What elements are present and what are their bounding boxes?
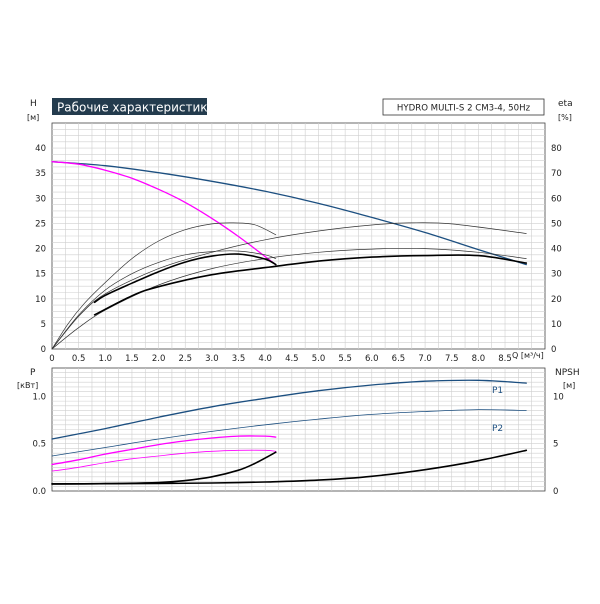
p-axis-label: P: [30, 368, 36, 378]
eta-tick-label: 10: [551, 320, 562, 330]
npsh-axis-label: NPSH: [555, 368, 580, 378]
eta-axis-unit: [%]: [558, 113, 572, 122]
q-tick-label: 5.0: [312, 354, 326, 364]
eta-tick-label: 20: [551, 295, 562, 305]
q-tick-label: 8.0: [472, 354, 486, 364]
h-tick-label: 5: [41, 320, 46, 330]
chart-title: Рабочие характеристики: [57, 101, 215, 115]
npsh-axis-unit: [м]: [563, 381, 575, 390]
q-tick-label: 3.5: [232, 354, 246, 364]
head_efficiency-series-7: [93, 254, 528, 316]
eta-tick-label: 80: [551, 144, 562, 154]
power_npsh-series-0: [51, 379, 527, 440]
q-tick-label: 5.5: [338, 354, 352, 364]
q-tick-label: 8.5: [498, 354, 512, 364]
head_efficiency-series-0: [51, 161, 527, 266]
h-tick-label: 40: [35, 144, 46, 154]
h-tick-label: 0: [41, 345, 46, 355]
p1-label: P1: [492, 386, 503, 396]
q-tick-label: 4.0: [258, 354, 272, 364]
p-axis-unit: [кВт]: [17, 381, 38, 390]
q-tick-label: 2.0: [152, 354, 166, 364]
h-axis-label: H: [30, 99, 37, 109]
model-box: [382, 98, 545, 116]
bottom-grid: [51, 367, 546, 492]
q-tick-label: 7.0: [418, 354, 432, 364]
h-tick-label: 30: [35, 194, 46, 204]
h-tick-label: 25: [35, 219, 46, 229]
p-tick-label: 1.0: [32, 392, 46, 402]
eta-axis-label: eta: [558, 99, 573, 109]
p-tick-label: 0.0: [32, 487, 46, 497]
q-tick-label: 1.5: [125, 354, 139, 364]
h-tick-label: 15: [35, 270, 46, 280]
eta-tick-label: 60: [551, 194, 562, 204]
q-tick-label: 7.5: [445, 354, 459, 364]
h-tick-label: 10: [35, 295, 46, 305]
head_efficiency-series-1: [51, 161, 277, 266]
head_efficiency-series-3: [51, 222, 527, 350]
power_npsh-series-2: [51, 435, 277, 466]
npsh-tick-label: 5: [553, 440, 558, 450]
q-tick-label: 6.5: [392, 354, 406, 364]
q-tick-label: 1.0: [99, 354, 113, 364]
eta-tick-label: 50: [551, 219, 562, 229]
power_npsh-series-4: [51, 451, 277, 485]
model-label: HYDRO MULTI-S 2 CM3-4, 50Hz: [397, 104, 531, 114]
p-tick-label: 0.5: [32, 440, 46, 450]
q-tick-label: 2.5: [178, 354, 192, 364]
npsh-tick-label: 10: [553, 392, 564, 402]
top-grid: [51, 122, 546, 350]
head_efficiency-series-4: [51, 250, 277, 350]
power_npsh-series-5: [51, 449, 528, 485]
h-axis-unit: [м]: [27, 113, 39, 122]
power_npsh-series-1: [51, 409, 527, 457]
h-tick-label: 20: [35, 245, 46, 255]
q-axis-label: Q [м³/ч]: [512, 351, 544, 360]
eta-tick-label: 70: [551, 169, 562, 179]
q-tick-label: 0.5: [72, 354, 86, 364]
q-tick-label: 0: [49, 354, 54, 364]
eta-tick-label: 30: [551, 270, 562, 280]
eta-tick-label: 0: [551, 345, 556, 355]
p2-label: P2: [492, 424, 503, 434]
curves: [51, 161, 528, 485]
head_efficiency-series-2: [51, 222, 277, 350]
power_npsh-series-3: [51, 449, 277, 472]
q-tick-label: 4.5: [285, 354, 299, 364]
eta-tick-label: 40: [551, 245, 562, 255]
npsh-tick-label: 0: [553, 487, 558, 497]
head_efficiency-series-6: [93, 253, 277, 304]
q-tick-label: 6.0: [365, 354, 379, 364]
title-background: [52, 98, 207, 115]
h-tick-label: 35: [35, 169, 46, 179]
q-tick-label: 3.0: [205, 354, 219, 364]
